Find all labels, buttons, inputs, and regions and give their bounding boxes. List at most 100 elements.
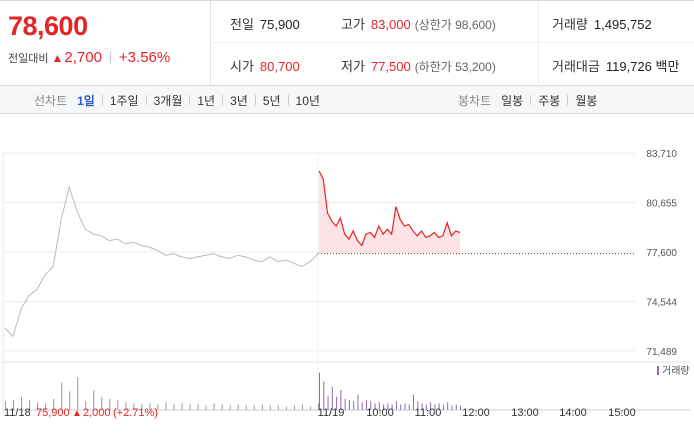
divider: [145, 95, 147, 105]
volume-bar-prev: [21, 396, 23, 410]
volume-bar-today: [455, 404, 457, 410]
stat-label: 거래대금: [552, 59, 600, 74]
x-tick-label: 10:00: [366, 407, 394, 419]
volume-bar-prev: [277, 405, 279, 410]
volume-bar-today: [319, 372, 320, 410]
x-tick-label: 15:00: [608, 407, 636, 419]
volume-bar-today: [430, 402, 432, 410]
volume-bar-today: [417, 401, 419, 410]
volume-bar-today: [378, 402, 380, 410]
stat-label: 전일: [230, 17, 254, 32]
divider: [189, 95, 191, 105]
stat-prev-close: 전일 75,900: [230, 14, 300, 33]
stat-lower-limit: (하한가 53,200): [414, 60, 496, 74]
up-arrow-icon: ▲: [72, 408, 82, 419]
volume-bar-today: [438, 403, 440, 410]
volume-bar-prev: [141, 404, 143, 410]
volume-bar-prev: [165, 402, 167, 410]
volume-bar-prev: [45, 403, 47, 410]
y-tick-label: 74,544: [646, 298, 677, 309]
stat-value: 1,495,752: [593, 17, 652, 32]
change-label: 전일대비: [8, 52, 49, 65]
footer-date: 11/18: [4, 407, 31, 419]
volume-bar-prev: [205, 405, 207, 410]
tab-candle-2[interactable]: 월봉: [575, 93, 598, 108]
y-tick-label: 77,600: [646, 248, 677, 259]
volume-bar-today: [344, 399, 346, 410]
y-tick-label: 71,489: [646, 347, 677, 358]
volume-bar-today: [391, 404, 393, 410]
volume-bar-today: [383, 404, 385, 410]
volume-bar-today: [425, 404, 427, 410]
current-price: 78,600: [8, 11, 88, 41]
tab-candle-0[interactable]: 일봉: [501, 93, 524, 108]
volume-bar-prev: [293, 405, 295, 410]
volume-bar-today: [442, 404, 444, 410]
volume-bar-today: [434, 404, 436, 410]
volume-bar-prev: [125, 402, 127, 410]
stat-label: 고가: [341, 17, 365, 32]
price-summary: 78,600 전일대비 ▲ 2,700 +3.56% 전일 75,900 고가 83…: [0, 0, 694, 86]
x-tick-label: 11/19: [318, 407, 345, 419]
divider: [109, 51, 111, 64]
line-chart-label: 선차트: [34, 93, 68, 108]
today-area: [319, 170, 460, 254]
change-row: 전일대비 ▲ 2,700 +3.56%: [8, 49, 170, 66]
prev-day-series: [4, 185, 319, 338]
legend-swatch: [657, 366, 659, 375]
volume-bar-today: [421, 403, 423, 410]
stat-grid: 전일 75,900 고가 83,000 (상한가 98,600) 거래량 1,495,7…: [212, 1, 694, 86]
volume-bar-prev: [149, 403, 151, 410]
volume-bar-today: [366, 400, 367, 410]
stat-value: 77,500: [370, 59, 411, 74]
volume-bar-prev: [318, 403, 319, 410]
volume-bar-today: [460, 405, 461, 410]
volume-bar-prev: [29, 400, 31, 410]
line-chart-tabs: 선차트 1일 1주일 3개월 1년 3년 5년 10년: [34, 86, 320, 114]
volume-bar-prev: [13, 400, 15, 410]
candle-chart-label: 봉차트: [458, 93, 492, 108]
volume-bar-prev: [173, 404, 175, 410]
volume-bar-today: [387, 403, 389, 410]
x-tick-label: 14:00: [559, 407, 587, 419]
tab-line-5[interactable]: 5년: [262, 93, 281, 108]
volume-bar-today: [370, 401, 372, 410]
volume-bar-prev: [109, 399, 111, 410]
tab-line-6[interactable]: 10년: [295, 93, 320, 108]
tab-candle-1[interactable]: 주봉: [538, 93, 561, 108]
change-percent: +3.56%: [118, 49, 171, 66]
candle-chart-tabs: 봉차트 일봉 주봉 월봉: [458, 86, 597, 114]
divider: [101, 95, 103, 105]
volume-bar-today: [336, 396, 338, 410]
tab-line-0[interactable]: 1일: [77, 93, 95, 108]
divider: [254, 95, 256, 105]
tab-line-4[interactable]: 3년: [230, 93, 248, 108]
tab-line-1[interactable]: 1주일: [109, 93, 139, 108]
tab-line-2[interactable]: 3개월: [153, 93, 183, 108]
y-tick-label: 80,655: [646, 199, 677, 210]
volume-bar-today: [323, 381, 325, 410]
volume-bar-prev: [197, 404, 199, 410]
volume-bar-prev: [229, 405, 231, 410]
x-tick-label: 12:00: [462, 407, 490, 419]
stat-label: 저가: [341, 59, 365, 74]
volume-bar-today: [374, 403, 376, 410]
volume-bar-prev: [133, 403, 135, 410]
volume-bar-today: [451, 405, 453, 410]
volume-bar-today: [357, 394, 359, 410]
volume-bar-prev: [269, 405, 271, 410]
volume-bar-prev: [237, 404, 239, 410]
divider: [530, 95, 532, 105]
volume-bar-prev: [189, 404, 191, 410]
x-tick-label: 13:00: [511, 407, 539, 419]
stat-upper-limit: (상한가 98,600): [414, 18, 496, 32]
tab-line-3[interactable]: 1년: [197, 93, 216, 108]
stat-row-1: 전일 75,900 고가 83,000 (상한가 98,600) 거래량 1,495,7…: [212, 1, 694, 43]
volume-bar-prev: [37, 402, 39, 410]
volume-bar-today: [348, 400, 350, 410]
volume-bar-today: [353, 401, 355, 410]
volume-bar-prev: [61, 382, 63, 410]
up-arrow-icon: ▲: [51, 50, 64, 65]
volume-bar-today: [331, 386, 333, 410]
